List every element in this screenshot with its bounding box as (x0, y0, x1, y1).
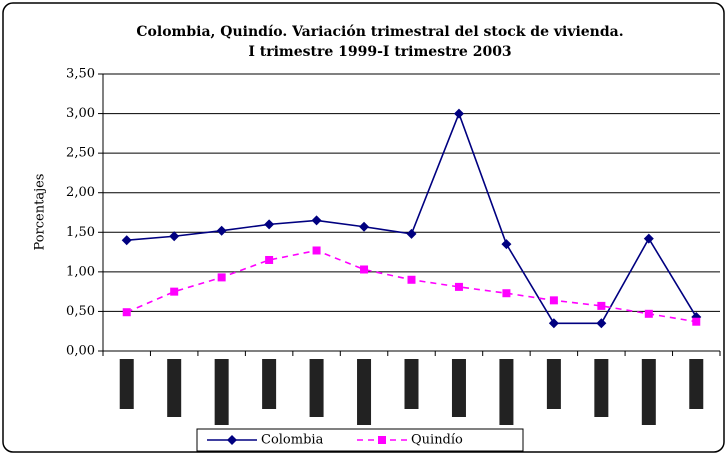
marker (597, 301, 606, 310)
x-tick-label-illegible (262, 359, 277, 409)
y-axis-label: Porcentajes (33, 174, 48, 251)
y-tick-label: 1,50 (66, 225, 95, 240)
marker (121, 235, 132, 246)
marker (360, 265, 369, 274)
y-tick-label: 3,00 (66, 106, 95, 121)
marker (169, 231, 180, 242)
x-tick-label-illegible (119, 359, 134, 409)
marker (643, 233, 654, 244)
legend-label: Quindío (411, 433, 463, 448)
marker (406, 228, 417, 239)
marker (453, 108, 464, 119)
marker (502, 289, 511, 298)
legend-label: Colombia (261, 433, 324, 448)
y-tick-label: 2,50 (66, 146, 95, 161)
x-tick-label-illegible (167, 359, 182, 417)
x-tick-label-illegible (689, 359, 704, 409)
x-tick-label-illegible (309, 359, 324, 417)
x-tick-label-illegible (214, 359, 229, 425)
marker (122, 308, 131, 317)
chart-title: Colombia, Quindío. Variación trimestral … (136, 24, 623, 40)
marker (548, 318, 559, 329)
x-tick-label-illegible (499, 359, 514, 425)
x-tick-label-illegible (451, 359, 466, 417)
marker (170, 287, 179, 296)
x-tick-label-illegible (546, 359, 561, 409)
y-tick-label: 0,50 (66, 304, 95, 319)
y-tick-label: 1,00 (66, 264, 95, 279)
marker (265, 255, 274, 264)
y-tick-label: 2,00 (66, 185, 95, 200)
chart-subtitle: I trimestre 1999-I trimestre 2003 (248, 44, 511, 60)
marker (216, 225, 227, 236)
legend-marker (378, 436, 386, 444)
marker (264, 219, 275, 230)
x-tick-label-illegible (641, 359, 656, 425)
marker (312, 246, 321, 255)
y-tick-label: 0,00 (66, 344, 95, 359)
x-tick-label-illegible (404, 359, 419, 409)
x-tick-label-illegible (594, 359, 609, 417)
y-tick-label: 3,50 (66, 67, 95, 82)
marker (549, 296, 558, 305)
marker (644, 309, 653, 318)
marker (692, 317, 701, 326)
marker (311, 215, 322, 226)
marker (407, 275, 416, 284)
x-tick-label-illegible (357, 359, 372, 425)
marker (359, 221, 370, 232)
marker (217, 273, 226, 282)
legend-marker (227, 435, 237, 445)
marker (596, 318, 607, 329)
marker (454, 282, 463, 291)
marker (501, 239, 512, 250)
